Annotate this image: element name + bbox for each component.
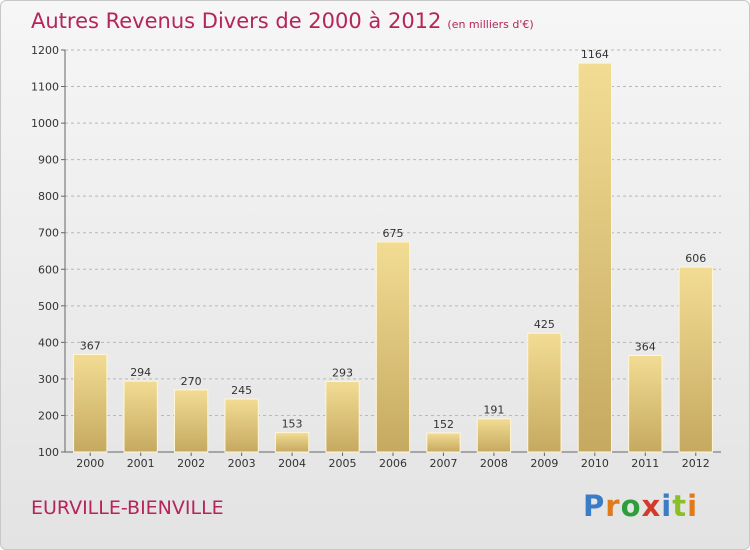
value-label: 1164 — [581, 48, 609, 61]
x-tick-label: 2003 — [228, 457, 256, 470]
logo-letter: i — [661, 489, 673, 523]
bar-2007 — [426, 432, 461, 453]
bar-2005 — [325, 380, 360, 453]
x-tick-label: 2008 — [480, 457, 508, 470]
bar-2002 — [174, 389, 209, 453]
bar-2000 — [73, 353, 108, 453]
logo-letter: P — [583, 489, 606, 523]
x-tick-label: 2009 — [530, 457, 558, 470]
value-label: 293 — [332, 366, 353, 379]
proxiti-logo: Proxiti — [583, 489, 698, 523]
logo-letter: i — [687, 489, 699, 523]
logo-letter: r — [605, 489, 621, 523]
chart-title: Autres Revenus Divers de 2000 à 2012 (en … — [31, 9, 534, 33]
labels: 100 200 300 400 500 600 700 800 900 1000 1100 1200 3… — [31, 44, 710, 470]
x-tick-label: 2006 — [379, 457, 407, 470]
x-tick-label: 2012 — [682, 457, 710, 470]
value-label: 675 — [383, 227, 404, 240]
value-label: 425 — [534, 318, 555, 331]
bar-2012 — [678, 266, 713, 453]
value-label: 270 — [181, 375, 202, 388]
value-label: 364 — [635, 341, 656, 354]
logo-letter: t — [672, 489, 688, 523]
value-label: 606 — [685, 252, 706, 265]
bar-2009 — [527, 332, 562, 453]
x-tick-label: 2001 — [127, 457, 155, 470]
bar-2004 — [274, 432, 310, 453]
x-tick-label: 2005 — [329, 457, 357, 470]
x-tick-label: 2007 — [429, 457, 457, 470]
bar-2008 — [476, 418, 512, 453]
value-label: 152 — [433, 418, 454, 431]
value-label: 294 — [130, 366, 151, 379]
bar-2006 — [375, 241, 411, 453]
y-tick-label: 1100 — [31, 81, 59, 94]
y-tick-label: 500 — [38, 300, 59, 313]
value-label: 367 — [80, 339, 101, 352]
y-tick-label: 200 — [38, 409, 59, 422]
y-tick-label: 400 — [38, 336, 59, 349]
bar-2003 — [224, 398, 259, 453]
x-tick-label: 2002 — [177, 457, 205, 470]
y-tick-label: 700 — [38, 227, 59, 240]
y-tick-label: 300 — [38, 373, 59, 386]
x-tick-label: 2000 — [76, 457, 104, 470]
logo-letter: x — [641, 489, 662, 523]
value-label: 191 — [483, 404, 504, 417]
bar-2011 — [628, 355, 663, 453]
x-tick-label: 2004 — [278, 457, 306, 470]
y-tick-label: 1000 — [31, 117, 59, 130]
chart-subtitle: (en milliers d'€) — [447, 18, 534, 31]
y-tick-label: 600 — [38, 263, 59, 276]
y-tick-label: 800 — [38, 190, 59, 203]
y-tick-label: 900 — [38, 154, 59, 167]
bar-2001 — [123, 380, 158, 453]
town-name: EURVILLE-BIENVILLE — [31, 497, 224, 519]
bars — [73, 62, 713, 453]
y-tick-label: 100 — [38, 446, 59, 459]
value-label: 153 — [282, 418, 303, 431]
logo-letter: o — [620, 489, 642, 523]
x-tick-label: 2010 — [581, 457, 609, 470]
y-tick-label: 1200 — [31, 44, 59, 57]
value-label: 245 — [231, 384, 252, 397]
bar-2010 — [577, 62, 612, 453]
x-tick-label: 2011 — [631, 457, 659, 470]
title-text: Autres Revenus Divers de 2000 à 2012 — [31, 9, 442, 33]
